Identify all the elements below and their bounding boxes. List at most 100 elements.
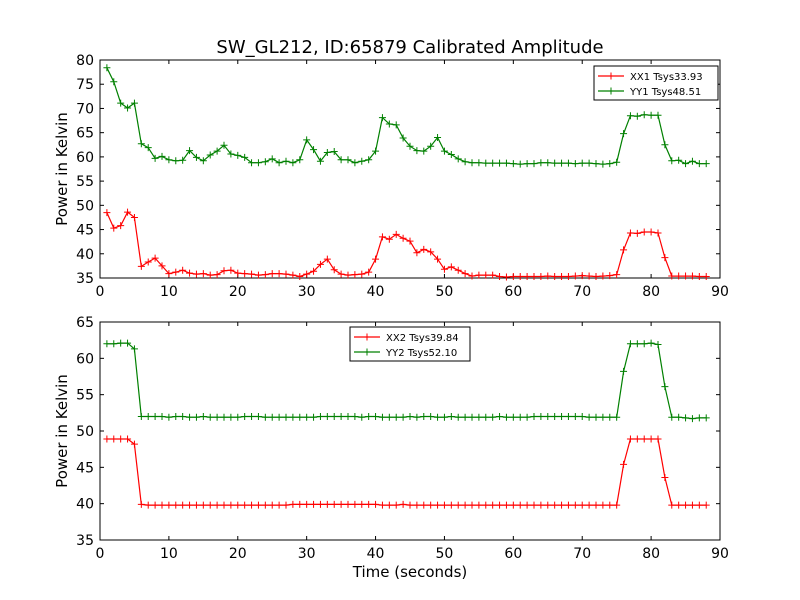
data-point: [358, 270, 366, 278]
axes-frame: [99, 59, 721, 279]
data-point: [372, 412, 380, 420]
data-point: [310, 146, 318, 154]
data-point: [578, 412, 586, 420]
data-point: [406, 412, 414, 420]
data-point: [337, 270, 345, 278]
data-point: [489, 159, 497, 167]
data-point: [296, 413, 304, 421]
data-point: [647, 228, 655, 236]
data-point: [399, 234, 407, 242]
data-point: [130, 99, 138, 107]
data-point: [296, 500, 304, 508]
data-point: [378, 233, 386, 241]
data-point: [413, 249, 421, 257]
data-point: [640, 111, 648, 119]
data-point: [626, 435, 634, 443]
legend-box: [593, 65, 719, 101]
data-point: [516, 413, 524, 421]
data-point: [544, 272, 552, 280]
data-point: [633, 340, 641, 348]
data-point: [489, 501, 497, 509]
data-point: [227, 501, 235, 509]
data-point: [275, 270, 283, 278]
data-point: [585, 413, 593, 421]
data-point: [668, 413, 676, 421]
data-point: [137, 140, 145, 148]
data-point: [213, 501, 221, 509]
legend-label: YY2 Tsys52.10: [385, 348, 457, 359]
data-point: [440, 147, 448, 155]
data-point: [275, 413, 283, 421]
data-point: [275, 501, 283, 509]
data-point: [337, 412, 345, 420]
data-point: [227, 413, 235, 421]
data-point: [220, 267, 228, 275]
data-point: [392, 413, 400, 421]
data-point: [544, 159, 552, 167]
data-point: [282, 270, 290, 278]
x-tick-label: 50: [436, 546, 454, 562]
data-point: [564, 412, 572, 420]
data-point: [509, 160, 517, 168]
data-point: [124, 435, 132, 443]
data-point: [372, 500, 380, 508]
data-point: [695, 414, 703, 422]
data-point: [303, 500, 311, 508]
data-point: [613, 158, 621, 166]
data-point: [702, 501, 710, 509]
data-point: [137, 412, 145, 420]
y-tick-label: 45: [76, 223, 94, 239]
data-point: [303, 136, 311, 144]
data-point: [440, 413, 448, 421]
data-point: [192, 153, 200, 161]
subplot-2: 0 10 20 30 40 50 60 70 80 90 35 40 45 50 55 60 65 Power i…: [53, 315, 729, 581]
data-point: [675, 413, 683, 421]
data-point: [585, 272, 593, 280]
data-point: [468, 413, 476, 421]
y-tick-label: 60: [76, 150, 94, 166]
data-point: [620, 367, 628, 375]
data-point: [282, 501, 290, 509]
data-point: [551, 501, 559, 509]
data-point: [675, 272, 683, 280]
y-tick-label: 35: [76, 533, 94, 549]
y-tick-label: 60: [76, 351, 94, 367]
data-point: [599, 272, 607, 280]
legend-marker: [607, 87, 615, 95]
series-xx1: [103, 208, 710, 281]
data-point: [682, 414, 690, 422]
data-point: [158, 412, 166, 420]
x-tick-label: 20: [229, 546, 247, 562]
data-point: [268, 413, 276, 421]
data-point: [454, 155, 462, 163]
x-tick-label: 60: [504, 546, 522, 562]
data-point: [502, 413, 510, 421]
data-point: [213, 147, 221, 155]
data-point: [213, 413, 221, 421]
data-point: [688, 272, 696, 280]
data-point: [434, 134, 442, 142]
data-point: [351, 500, 359, 508]
data-point: [186, 501, 194, 509]
data-point: [509, 413, 517, 421]
data-point: [206, 413, 214, 421]
data-point: [434, 413, 442, 421]
data-point: [633, 112, 641, 120]
data-point: [337, 500, 345, 508]
data-point: [475, 501, 483, 509]
data-point: [241, 153, 249, 161]
data-point: [537, 501, 545, 509]
data-point: [199, 501, 207, 509]
data-point: [626, 229, 634, 237]
data-point: [613, 501, 621, 509]
chart-title: SW_GL212, ID:65879 Calibrated Amplitude: [216, 37, 603, 58]
data-point: [220, 501, 228, 509]
data-point: [330, 412, 338, 420]
data-point: [254, 159, 262, 167]
data-point: [613, 413, 621, 421]
y-tick-label: 40: [76, 247, 94, 263]
data-point: [537, 159, 545, 167]
data-point: [585, 501, 593, 509]
data-point: [399, 500, 407, 508]
data-point: [206, 271, 214, 279]
